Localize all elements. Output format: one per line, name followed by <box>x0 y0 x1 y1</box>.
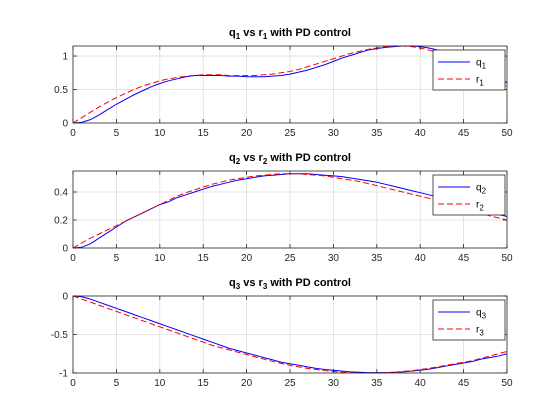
y-tick-label: 1 <box>62 52 68 63</box>
x-tick-label: 20 <box>241 253 253 264</box>
x-tick-label: 40 <box>415 378 427 389</box>
y-tick-label: 0.2 <box>54 216 68 227</box>
legend-label-q2: q2 <box>476 183 487 196</box>
x-tick-label: 5 <box>114 128 120 139</box>
chart-title: q2 vs r2 with PD control <box>229 152 351 166</box>
legend-box <box>432 174 506 216</box>
series-line-q3 <box>72 295 508 374</box>
legend-label-q1: q1 <box>476 58 487 71</box>
x-tick-label: 25 <box>284 128 296 139</box>
x-tick-label: 25 <box>284 378 296 389</box>
y-tick-label: 0 <box>62 292 68 303</box>
x-tick-label: 15 <box>198 128 210 139</box>
x-tick-label: 10 <box>154 128 166 139</box>
x-tick-label: 5 <box>114 253 120 264</box>
x-tick-label: 30 <box>328 378 340 389</box>
series-line-r1 <box>72 45 508 124</box>
x-tick-label: 35 <box>371 378 383 389</box>
x-tick-label: 30 <box>328 128 340 139</box>
y-tick-label: -1 <box>59 369 68 380</box>
x-tick-label: 35 <box>371 128 383 139</box>
x-tick-label: 25 <box>284 253 296 264</box>
x-tick-label: 35 <box>371 253 383 264</box>
x-tick-label: 40 <box>415 128 427 139</box>
chart-title: q1 vs r1 with PD control <box>229 27 351 41</box>
x-tick-label: 45 <box>458 128 470 139</box>
legend-label-r2: r2 <box>476 200 484 213</box>
legend-label-r3: r3 <box>476 325 484 338</box>
plot-panel-1: 0 5 10 15 20 25 30 35 40 45 50 0 0.5 1 q1 vs r1 with P… <box>54 27 513 139</box>
x-tick-label: 50 <box>501 378 513 389</box>
x-tick-label: 15 <box>198 378 210 389</box>
legend-box <box>432 299 506 341</box>
x-tick-label: 50 <box>501 253 513 264</box>
y-tick-label: 0 <box>62 244 68 255</box>
legend-label-r1: r1 <box>476 75 484 88</box>
series-line-r3 <box>72 295 508 374</box>
plot-panel-2: 0 5 10 15 20 25 30 35 40 45 50 0 0.2 0.4 q2 vs r2 with… <box>54 152 513 264</box>
y-tick-label: -0.5 <box>51 330 69 341</box>
x-tick-label: 20 <box>241 378 253 389</box>
plot-panel-3: 0 5 10 15 20 25 30 35 40 45 50 -1 -0.5 0 q3 vs r3 with… <box>51 277 513 389</box>
x-tick-label: 50 <box>501 128 513 139</box>
x-tick-label: 40 <box>415 253 427 264</box>
y-tick-label: 0 <box>62 119 68 130</box>
x-tick-label: 5 <box>114 378 120 389</box>
x-tick-label: 10 <box>154 253 166 264</box>
x-tick-label: 0 <box>70 128 76 139</box>
x-tick-label: 0 <box>70 378 76 389</box>
series-line-q1 <box>72 45 508 124</box>
x-tick-label: 0 <box>70 253 76 264</box>
chart-title: q3 vs r3 with PD control <box>229 277 351 291</box>
x-tick-label: 10 <box>154 378 166 389</box>
x-tick-label: 45 <box>458 253 470 264</box>
y-tick-label: 0.4 <box>54 188 68 199</box>
legend-label-q3: q3 <box>476 308 487 321</box>
x-tick-label: 15 <box>198 253 210 264</box>
y-tick-label: 0.5 <box>54 85 68 96</box>
x-tick-label: 45 <box>458 378 470 389</box>
x-tick-label: 30 <box>328 253 340 264</box>
x-tick-label: 20 <box>241 128 253 139</box>
legend-box <box>432 49 506 91</box>
